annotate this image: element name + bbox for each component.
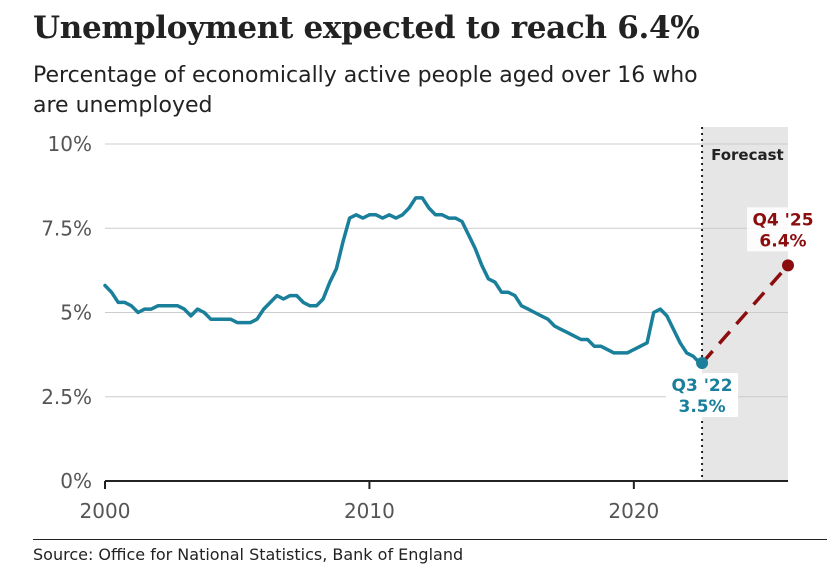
forecast-end-point (782, 259, 794, 272)
unemployment-line (103, 196, 702, 365)
annotation-value: 3.5% (678, 397, 725, 417)
y-tick-label: 10% (48, 132, 92, 156)
y-tick-label: 5% (60, 301, 92, 325)
chart-subtitle: Percentage of economically active people… (33, 63, 698, 118)
y-tick-label: 7.5% (41, 216, 92, 240)
y-tick-label: 2.5% (41, 385, 92, 409)
chart-title: Unemployment expected to reach 6.4% (33, 10, 700, 46)
annotation-background (666, 373, 739, 418)
forecast-line (700, 264, 790, 365)
annotation-period: Q3 '22 (672, 376, 733, 396)
annotation-background (747, 207, 819, 252)
forecast-region (702, 127, 788, 481)
latest-actual-point (696, 357, 709, 370)
annotation-value: 6.4% (759, 231, 806, 251)
x-tick-label: 2000 (80, 499, 131, 523)
forecast-label: Forecast (711, 146, 784, 164)
source-note: Source: Office for National Statistics, … (33, 545, 464, 564)
annotation-period: Q4 '25 (752, 210, 813, 230)
x-tick-label: 2010 (344, 499, 395, 523)
x-tick-label: 2020 (608, 499, 659, 523)
source-divider (33, 539, 827, 540)
y-tick-label: 0% (60, 469, 92, 493)
